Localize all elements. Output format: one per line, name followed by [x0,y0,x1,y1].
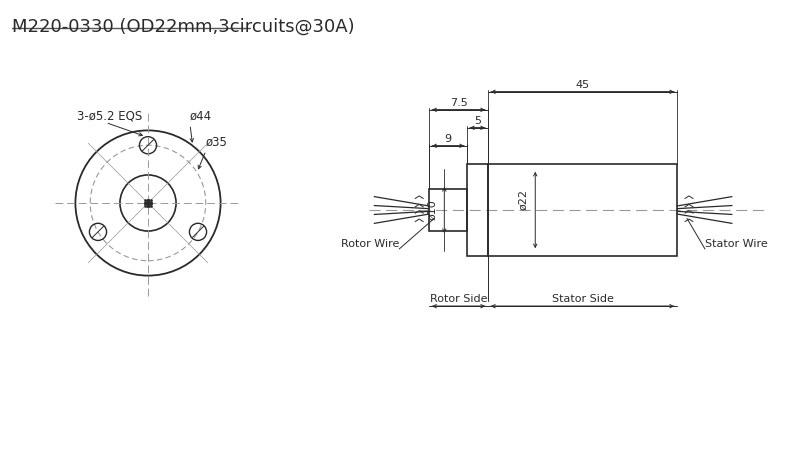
Bar [467,164,488,256]
Bar [429,189,467,231]
Text: 45: 45 [575,80,590,90]
Text: Rotor Wire: Rotor Wire [341,239,399,249]
Text: M220-0330 (OD22mm,3circuits@30A): M220-0330 (OD22mm,3circuits@30A) [12,18,354,36]
Text: 3-ø5.2 EQS: 3-ø5.2 EQS [78,109,142,122]
Text: 7.5: 7.5 [450,98,467,108]
Text: ø35: ø35 [206,136,228,148]
Text: Rotor Side: Rotor Side [430,294,487,304]
Bar [488,164,677,256]
Text: ø22: ø22 [518,190,528,211]
Text: ø10: ø10 [427,200,438,220]
Text: Stator Wire: Stator Wire [705,239,768,249]
Text: Stator Side: Stator Side [551,294,614,304]
Text: 5: 5 [474,116,481,126]
Text: 9: 9 [445,134,452,144]
Text: ø44: ø44 [190,109,212,122]
